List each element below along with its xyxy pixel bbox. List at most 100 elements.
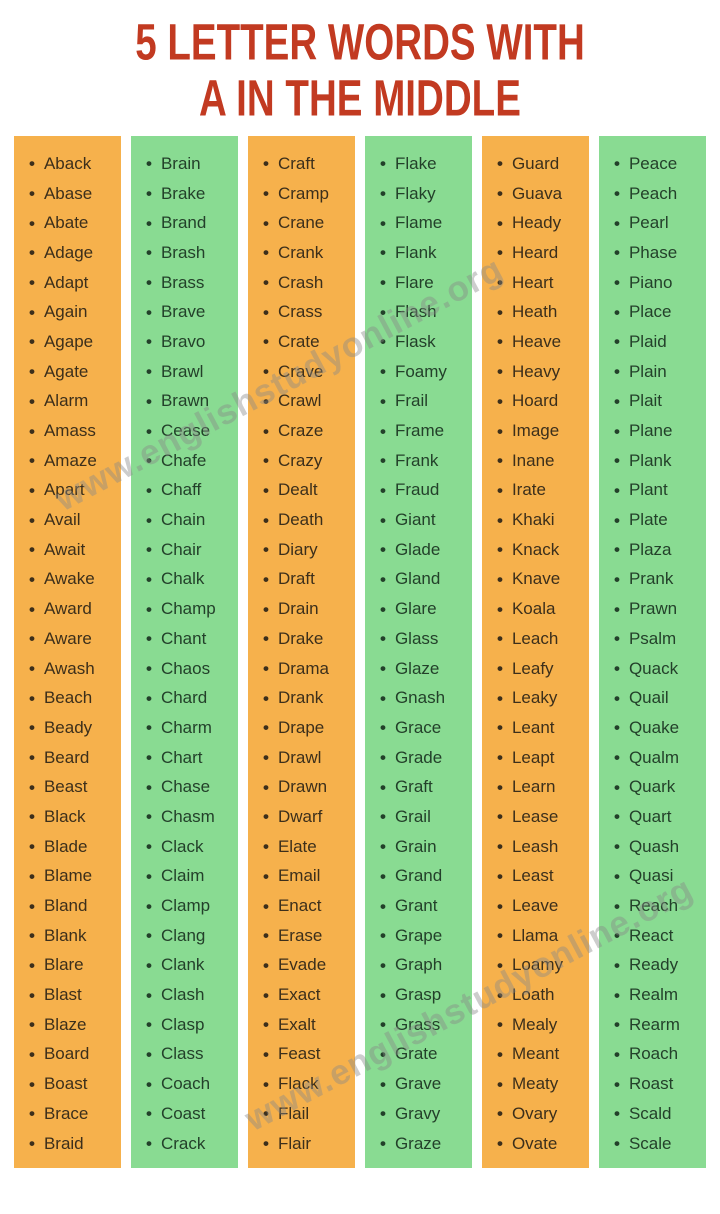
bullet-icon: • [380,1044,386,1064]
word-item: • Crate [263,327,355,357]
word-item: • Drawl [263,743,355,773]
word-item: • Grade [380,743,472,773]
word-columns: • Aback • Abase • Abate • Adage • Adapt • Again • Aga… [0,136,720,1168]
word-label: Flail [277,1103,310,1123]
bullet-icon: • [263,391,269,411]
word-label: Leapt [511,747,555,767]
word-label: Graft [394,777,433,797]
bullet-icon: • [29,866,35,886]
word-item: • Board [29,1040,121,1070]
word-label: Bland [43,896,88,916]
bullet-icon: • [146,896,152,916]
word-label: Aback [43,153,92,173]
word-label: Gravy [394,1103,441,1123]
word-item: • Bravo [146,327,238,357]
bullet-icon: • [380,866,386,886]
word-label: Irate [511,480,546,500]
bullet-icon: • [497,302,503,322]
word-item: • Giant [380,505,472,535]
word-item: • Braid [29,1129,121,1159]
word-item: • Brawl [146,357,238,387]
word-label: Class [160,1044,204,1064]
bullet-icon: • [263,243,269,263]
bullet-icon: • [146,955,152,975]
word-item: • Phase [614,238,706,268]
bullet-icon: • [263,866,269,886]
word-item: • Brass [146,268,238,298]
word-label: Lease [511,806,559,826]
bullet-icon: • [497,1104,503,1124]
bullet-icon: • [146,866,152,886]
word-item: • Evade [263,951,355,981]
word-label: Fraud [394,480,440,500]
bullet-icon: • [380,213,386,233]
word-label: Blade [43,836,88,856]
word-label: Glade [394,539,441,559]
bullet-icon: • [146,1015,152,1035]
word-label: Roach [628,1044,679,1064]
word-item: • Brash [146,238,238,268]
word-label: Aware [43,628,92,648]
bullet-icon: • [614,896,620,916]
bullet-icon: • [380,777,386,797]
word-item: • Grass [380,1010,472,1040]
word-item: • Drake [263,624,355,654]
word-label: Pearl [628,213,669,233]
word-item: • Exact [263,980,355,1010]
word-item: • Image [497,416,589,446]
word-item: • Flair [263,1129,355,1159]
word-label: Brand [160,213,207,233]
word-label: Frame [394,421,445,441]
word-item: • Ready [614,951,706,981]
bullet-icon: • [497,213,503,233]
word-item: • Amass [29,416,121,446]
word-label: Braid [43,1133,84,1153]
word-label: Plate [628,510,668,530]
word-item: • Exalt [263,1010,355,1040]
word-item: • Brawn [146,387,238,417]
word-item: • Guard [497,149,589,179]
word-label: Grape [394,925,443,945]
word-label: Craze [277,421,324,441]
bullet-icon: • [614,421,620,441]
bullet-icon: • [29,807,35,827]
bullet-icon: • [380,896,386,916]
word-item: • Prawn [614,594,706,624]
word-label: Phase [628,242,678,262]
word-item: • Alarm [29,387,121,417]
bullet-icon: • [614,480,620,500]
bullet-icon: • [263,896,269,916]
word-label: Plaid [628,331,667,351]
word-label: Quark [628,777,676,797]
word-label: Alarm [43,391,89,411]
word-label: Graze [394,1133,442,1153]
title-line-1: 5 LETTER WORDS WITH [135,12,585,71]
word-item: • Blame [29,862,121,892]
word-item: • Prank [614,565,706,595]
word-label: Quack [628,658,679,678]
word-item: • Mealy [497,1010,589,1040]
bullet-icon: • [146,391,152,411]
word-label: Grain [394,836,437,856]
word-item: • Plane [614,416,706,446]
word-item: • Frail [380,387,472,417]
bullet-icon: • [497,926,503,946]
bullet-icon: • [380,273,386,293]
word-item: • Drank [263,683,355,713]
bullet-icon: • [614,213,620,233]
bullet-icon: • [146,154,152,174]
word-item: • Apart [29,476,121,506]
bullet-icon: • [497,688,503,708]
word-column-4: • Flake • Flaky • Flame • Flank • Flare • Flash • Fla… [365,136,472,1168]
word-label: Crack [160,1133,206,1153]
word-item: • Gnash [380,683,472,713]
word-label: Llama [511,925,559,945]
bullet-icon: • [380,480,386,500]
bullet-icon: • [380,391,386,411]
bullet-icon: • [263,510,269,530]
word-label: Board [43,1044,90,1064]
word-item: • Chard [146,683,238,713]
bullet-icon: • [497,629,503,649]
word-item: • Flake [380,149,472,179]
word-label: Brake [160,183,206,203]
